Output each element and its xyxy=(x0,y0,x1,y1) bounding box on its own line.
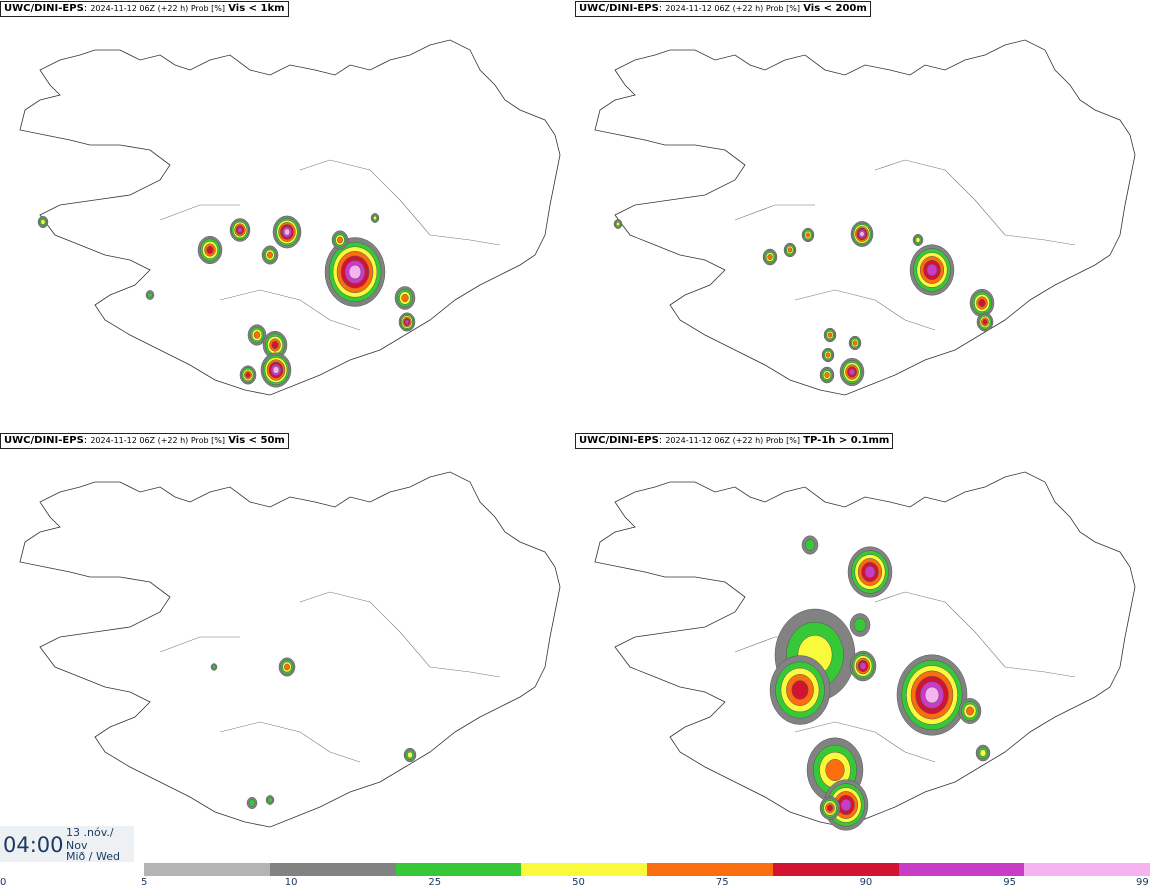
probability-area xyxy=(864,565,876,579)
colorbar-tick-label: 25 xyxy=(428,877,442,888)
probability-area xyxy=(966,706,974,716)
colorbar-tick-label: 75 xyxy=(715,877,729,888)
colorbar-segment xyxy=(269,863,396,876)
probability-area xyxy=(245,372,251,378)
colorbar-tick-label: 0 xyxy=(0,877,7,888)
probability-area xyxy=(40,219,46,225)
colorbar-segment xyxy=(144,863,270,876)
valid-time: 04:00 xyxy=(3,833,64,857)
iceland-coastline xyxy=(594,39,1136,396)
probability-area xyxy=(237,227,243,233)
colorbar-segment xyxy=(395,863,522,876)
colorbar-segment xyxy=(772,863,899,876)
colorbar-tick-label: 5 xyxy=(141,877,148,888)
colorbar-tick-label: 50 xyxy=(572,877,585,888)
probability-area xyxy=(283,228,291,236)
panel-title: UWC/DINI-EPS: 2024-11-12 06Z (+22 h) Pro… xyxy=(0,433,289,449)
probability-area xyxy=(825,352,831,358)
iceland-coastline xyxy=(594,471,1136,828)
glacier-outline xyxy=(159,591,501,763)
probability-area xyxy=(825,759,845,781)
probability-area xyxy=(926,263,938,277)
map-tp-1h xyxy=(594,471,1136,831)
probability-area xyxy=(859,662,867,670)
map-panel-vis-50m: UWC/DINI-EPS: 2024-11-12 06Z (+22 h) Pro… xyxy=(0,432,575,862)
probability-area xyxy=(267,796,273,804)
probability-area xyxy=(616,221,620,227)
probability-area xyxy=(982,319,988,325)
probability-area xyxy=(827,804,833,812)
probability-area xyxy=(840,798,852,812)
valid-weekday: Mið / Wed xyxy=(66,852,120,862)
probability-area xyxy=(271,340,279,350)
colorbar-segment xyxy=(647,863,773,876)
probability-area xyxy=(924,686,940,704)
colorbar-tick-label: 95 xyxy=(1003,877,1017,888)
map-vis-1km xyxy=(19,39,561,396)
valid-month: Nov xyxy=(66,839,88,852)
probability-area xyxy=(272,366,280,374)
valid-time-box: 04:00 13 .nóv./ Nov Mið / Wed xyxy=(0,826,134,862)
colorbar-segment xyxy=(521,863,647,876)
map-vis-200m xyxy=(594,39,1136,396)
probability-area xyxy=(267,251,273,259)
map-panel-tp-1h: UWC/DINI-EPS: 2024-11-12 06Z (+22 h) Pro… xyxy=(575,432,1150,862)
probability-area xyxy=(805,232,811,238)
probability-area xyxy=(206,245,214,255)
panel-title: UWC/DINI-EPS: 2024-11-12 06Z (+22 h) Pro… xyxy=(0,1,289,17)
probability-area xyxy=(824,372,830,378)
probability-area xyxy=(404,319,410,325)
colorbar-segment xyxy=(898,863,1025,876)
probability-area xyxy=(147,291,153,299)
colorbar-segment xyxy=(1024,863,1150,876)
probability-colorbar xyxy=(144,863,1150,876)
probability-area xyxy=(248,799,256,807)
map-panel-vis-1km: UWC/DINI-EPS: 2024-11-12 06Z (+22 h) Pro… xyxy=(0,0,575,430)
probability-area xyxy=(373,215,377,221)
probability-area xyxy=(848,368,856,376)
panel-title: UWC/DINI-EPS: 2024-11-12 06Z (+22 h) Pro… xyxy=(575,1,871,17)
probability-area xyxy=(859,231,865,237)
probability-area xyxy=(767,254,773,260)
probability-area xyxy=(211,664,217,670)
probability-area xyxy=(284,663,290,671)
valid-day: 13 .nóv./ xyxy=(66,826,114,839)
probability-area xyxy=(401,293,409,303)
probability-area xyxy=(827,332,833,338)
colorbar-tick-label: 10 xyxy=(284,877,298,888)
probability-area xyxy=(791,680,809,700)
probability-area xyxy=(915,237,921,243)
probability-area xyxy=(978,298,986,308)
iceland-coastline xyxy=(19,471,561,828)
probability-area xyxy=(348,264,362,280)
map-panel-vis-200m: UWC/DINI-EPS: 2024-11-12 06Z (+22 h) Pro… xyxy=(575,0,1150,430)
colorbar-tick-label: 99 xyxy=(1136,877,1149,888)
probability-area xyxy=(979,749,987,757)
colorbar-tick-label: 90 xyxy=(859,877,873,888)
probability-area xyxy=(804,539,816,551)
glacier-outline xyxy=(734,159,1076,331)
map-vis-50m xyxy=(19,471,561,828)
probability-area xyxy=(853,617,867,633)
probability-area xyxy=(337,236,343,244)
panel-title: UWC/DINI-EPS: 2024-11-12 06Z (+22 h) Pro… xyxy=(575,433,894,449)
glacier-outline xyxy=(159,159,501,331)
probability-area xyxy=(787,247,793,253)
probability-area xyxy=(852,340,858,346)
probability-area xyxy=(407,751,413,759)
probability-area xyxy=(253,331,261,339)
